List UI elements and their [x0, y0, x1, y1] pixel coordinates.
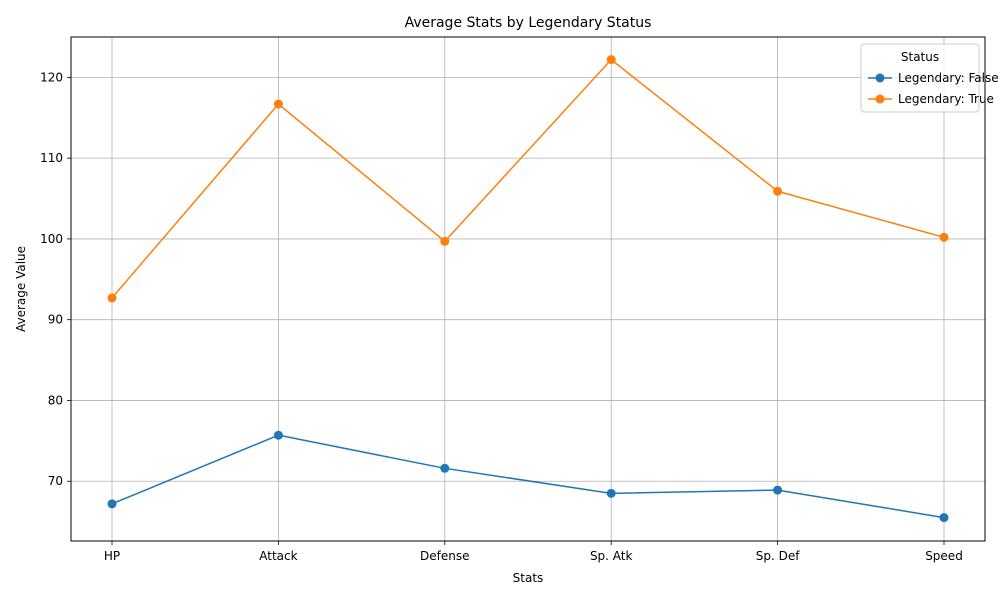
data-point	[107, 293, 117, 303]
data-point	[773, 485, 783, 495]
y-tick-label: 120	[40, 70, 63, 84]
y-tick-label: 90	[48, 313, 63, 327]
legend-box	[860, 43, 980, 113]
data-point	[939, 513, 949, 523]
x-tick-label: Sp. Atk	[590, 549, 633, 563]
y-tick-label: 70	[48, 474, 63, 488]
legend: Status Legendary: False Legendary: True	[860, 43, 999, 113]
data-point	[773, 186, 783, 196]
legend-entry: Legendary: True	[898, 92, 994, 106]
x-tick-label: Sp. Def	[756, 549, 800, 563]
legend-swatch-marker	[875, 73, 885, 83]
data-point	[606, 55, 616, 65]
x-tick-label: Speed	[925, 549, 963, 563]
x-tick-label: Defense	[420, 549, 469, 563]
chart-title: Average Stats by Legendary Status	[405, 15, 652, 31]
data-point	[606, 488, 616, 498]
series-line-0	[111, 434, 945, 519]
x-axis-label: Stats	[513, 571, 544, 585]
legend-entry: Legendary: False	[898, 71, 999, 85]
series-layer	[107, 55, 949, 523]
x-tick-label: Attack	[259, 549, 297, 563]
y-tick-label: 80	[48, 393, 63, 407]
plot-frame	[70, 36, 986, 542]
y-axis: 70 80 90 100 110 120	[40, 70, 71, 488]
data-point	[273, 430, 283, 440]
y-tick-label: 110	[40, 151, 63, 165]
data-point	[440, 236, 450, 246]
x-axis: HP Attack Defense Sp. Atk Sp. Def Speed	[104, 541, 963, 563]
y-tick-label: 100	[40, 232, 63, 246]
data-point	[107, 499, 117, 509]
grid-lines	[71, 37, 985, 541]
x-tick-label: HP	[104, 549, 120, 563]
legend-title: Status	[901, 50, 939, 64]
data-point	[440, 463, 450, 473]
y-axis-label: Average Value	[14, 246, 28, 332]
data-point	[939, 232, 949, 242]
legend-swatch-marker	[875, 94, 885, 104]
data-point	[273, 99, 283, 109]
series-line-1	[111, 58, 945, 299]
